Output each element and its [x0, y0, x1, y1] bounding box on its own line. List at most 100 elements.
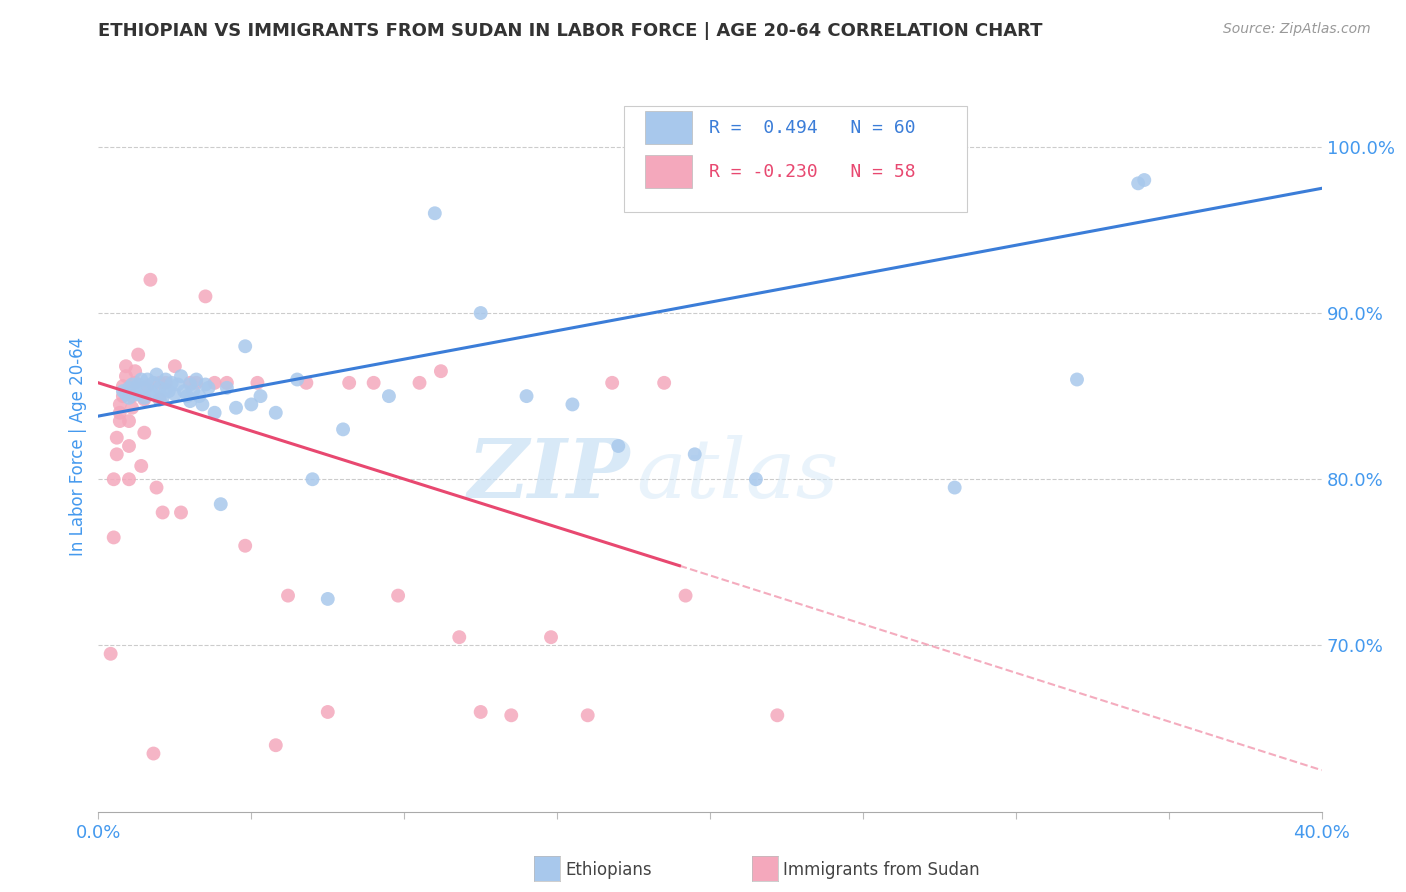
- Point: [134, 381, 156, 395]
- Point: [233, 539, 256, 553]
- Point: [134, 392, 156, 407]
- Point: [152, 506, 174, 520]
- Point: [124, 384, 146, 399]
- Point: [225, 401, 247, 415]
- Point: [142, 747, 165, 761]
- Point: [186, 376, 208, 390]
- Point: [204, 406, 226, 420]
- Point: [121, 401, 143, 415]
- Point: [197, 381, 219, 395]
- Point: [607, 439, 630, 453]
- Point: [170, 369, 193, 384]
- Point: [118, 381, 141, 395]
- Point: [149, 376, 172, 390]
- Text: R = -0.230   N = 58: R = -0.230 N = 58: [709, 162, 915, 181]
- Point: [136, 372, 159, 386]
- Point: [105, 447, 128, 461]
- Point: [516, 389, 538, 403]
- Point: [139, 384, 162, 399]
- Point: [134, 425, 156, 440]
- Point: [1128, 177, 1150, 191]
- Point: [683, 447, 706, 461]
- Point: [134, 391, 156, 405]
- Point: [675, 589, 697, 603]
- Point: [149, 381, 172, 395]
- Point: [600, 376, 623, 390]
- Point: [378, 389, 401, 403]
- Point: [149, 392, 172, 407]
- Point: [127, 348, 149, 362]
- Point: [179, 377, 201, 392]
- Point: [264, 406, 287, 420]
- Point: [108, 406, 131, 420]
- Point: [387, 589, 409, 603]
- Point: [191, 397, 214, 411]
- Text: R =  0.494   N = 60: R = 0.494 N = 60: [709, 119, 915, 136]
- Point: [194, 289, 217, 303]
- Point: [295, 376, 318, 390]
- Point: [501, 708, 523, 723]
- Point: [277, 589, 299, 603]
- Point: [118, 414, 141, 428]
- Point: [108, 414, 131, 428]
- Point: [142, 387, 165, 401]
- Point: [179, 376, 201, 390]
- Point: [127, 377, 149, 392]
- Point: [149, 392, 172, 407]
- Point: [136, 379, 159, 393]
- Bar: [645, 112, 692, 145]
- Point: [142, 376, 165, 390]
- Point: [540, 630, 562, 644]
- Point: [430, 364, 453, 378]
- Point: [111, 389, 134, 403]
- Point: [215, 376, 238, 390]
- Point: [470, 705, 492, 719]
- Point: [105, 431, 128, 445]
- Point: [240, 397, 263, 411]
- Point: [173, 384, 195, 399]
- Text: Immigrants from Sudan: Immigrants from Sudan: [783, 861, 980, 879]
- Text: Source: ZipAtlas.com: Source: ZipAtlas.com: [1223, 22, 1371, 37]
- Point: [316, 705, 339, 719]
- Point: [264, 738, 287, 752]
- Point: [204, 376, 226, 390]
- Point: [139, 273, 162, 287]
- Point: [285, 372, 308, 386]
- Point: [652, 376, 675, 390]
- Point: [129, 458, 152, 473]
- Point: [124, 364, 146, 378]
- Point: [181, 384, 204, 399]
- Point: [176, 389, 198, 403]
- Point: [423, 206, 446, 220]
- Point: [301, 472, 323, 486]
- Point: [316, 591, 339, 606]
- Point: [337, 376, 360, 390]
- Point: [145, 481, 167, 495]
- Point: [233, 339, 256, 353]
- Point: [561, 397, 583, 411]
- Point: [155, 376, 177, 390]
- Point: [121, 389, 143, 403]
- Point: [1066, 372, 1088, 386]
- Point: [157, 384, 180, 399]
- Point: [163, 387, 186, 401]
- Point: [745, 472, 768, 486]
- Point: [1133, 173, 1156, 187]
- Point: [943, 481, 966, 495]
- Point: [163, 359, 186, 374]
- Point: [124, 376, 146, 390]
- Point: [118, 472, 141, 486]
- Point: [152, 391, 174, 405]
- Point: [576, 708, 599, 723]
- Text: atlas: atlas: [637, 435, 839, 516]
- Bar: [645, 155, 692, 188]
- Point: [115, 387, 138, 401]
- Point: [115, 359, 138, 374]
- Point: [111, 384, 134, 399]
- Point: [249, 389, 271, 403]
- Point: [194, 377, 217, 392]
- Point: [115, 369, 138, 384]
- Point: [160, 376, 183, 390]
- Point: [188, 389, 211, 403]
- Point: [209, 497, 232, 511]
